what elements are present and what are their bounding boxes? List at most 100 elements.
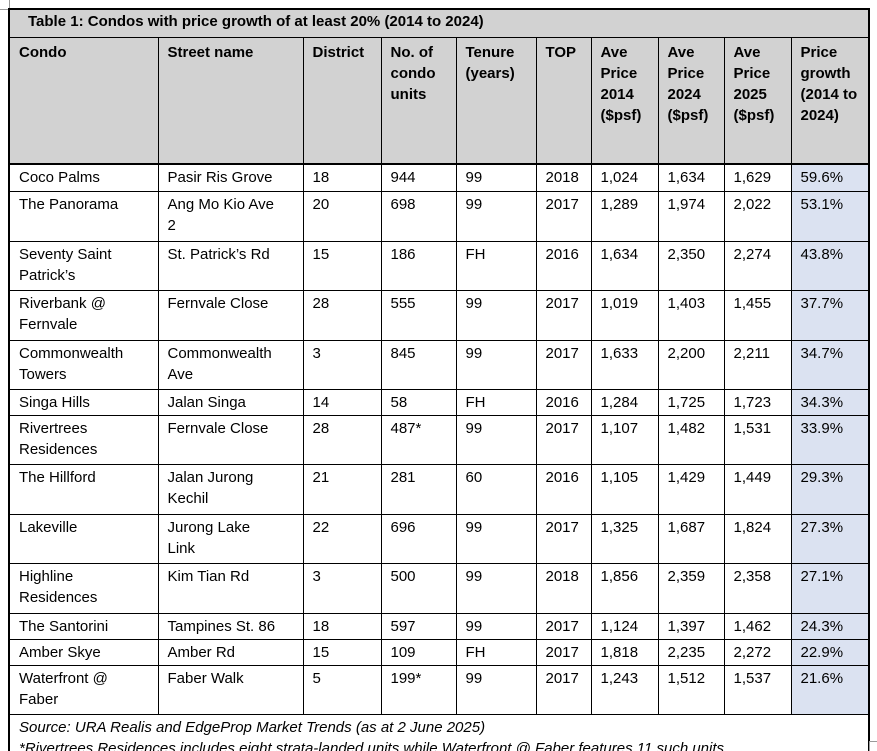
cell-growth: 27.1% xyxy=(790,562,870,614)
cell-price_2024: 1,974 xyxy=(657,190,725,242)
cell-price_2025: 1,455 xyxy=(723,289,792,341)
cell-price_2014: 1,284 xyxy=(590,388,659,416)
cell-district: 28 xyxy=(302,414,382,465)
footer-cell: Source: URA Realis and EdgeProp Market T… xyxy=(8,713,870,751)
table-title-row: Table 1: Condos with price growth of at … xyxy=(8,8,870,38)
cell-price_2014: 1,633 xyxy=(590,339,659,390)
cell-price_2025: 2,022 xyxy=(723,190,792,242)
table-footer-row: Source: URA Realis and EdgeProp Market T… xyxy=(8,713,870,751)
cell-tenure: FH xyxy=(455,240,537,291)
cell-district: 18 xyxy=(302,612,382,640)
cell-tenure: 99 xyxy=(455,190,537,242)
cell-condo: Singa Hills xyxy=(8,388,159,416)
cell-street: Commonwealth Ave xyxy=(157,339,304,390)
cell-price_2025: 1,629 xyxy=(723,163,792,192)
cell-district: 20 xyxy=(302,190,382,242)
cell-street: Tampines St. 86 xyxy=(157,612,304,640)
cell-price_2025: 2,274 xyxy=(723,240,792,291)
table-row: Singa Hills Jalan Singa 14 58 FH 2016 1,284 1,7… xyxy=(8,388,870,416)
cell-top: 2016 xyxy=(535,240,592,291)
column-header-0: Condo xyxy=(8,37,159,165)
cell-district: 3 xyxy=(302,562,382,614)
cell-tenure: 99 xyxy=(455,289,537,341)
cell-price_2014: 1,818 xyxy=(590,638,659,666)
cell-district: 15 xyxy=(302,638,382,666)
cell-units: 186 xyxy=(380,240,457,291)
cell-condo: Seventy Saint Patrick’s xyxy=(8,240,159,291)
cell-growth: 59.6% xyxy=(790,163,870,192)
cell-top: 2017 xyxy=(535,664,592,715)
cell-top: 2016 xyxy=(535,388,592,416)
cell-condo: The Hillford xyxy=(8,463,159,515)
cell-tenure: 60 xyxy=(455,463,537,515)
cell-street: St. Patrick’s Rd xyxy=(157,240,304,291)
cell-condo: Commonwealth Towers xyxy=(8,339,159,390)
cell-top: 2017 xyxy=(535,414,592,465)
cell-units: 281 xyxy=(380,463,457,515)
table-row: Coco Palms Pasir Ris Grove 18 944 99 2018 1,02… xyxy=(8,163,870,192)
column-header-8: Ave Price 2025 ($psf) xyxy=(723,37,792,165)
column-header-1: Street name xyxy=(157,37,304,165)
table-row: The Santorini Tampines St. 86 18 597 99 2017 1… xyxy=(8,612,870,640)
cell-price_2014: 1,019 xyxy=(590,289,659,341)
cell-price_2025: 2,358 xyxy=(723,562,792,614)
cell-growth: 53.1% xyxy=(790,190,870,242)
cell-street: Amber Rd xyxy=(157,638,304,666)
table-row: Rivertrees Residences Fernvale Close 28 487… xyxy=(8,414,870,465)
cell-price_2024: 1,512 xyxy=(657,664,725,715)
cell-street: Kim Tian Rd xyxy=(157,562,304,614)
table-header-row: Condo Street name District No. of condo uni… xyxy=(8,37,870,165)
cell-tenure: 99 xyxy=(455,664,537,715)
cell-price_2024: 1,429 xyxy=(657,463,725,515)
cell-condo: The Santorini xyxy=(8,612,159,640)
table-row: Waterfront @ Faber Faber Walk 5 199* 99 2017 1… xyxy=(8,664,870,715)
cell-growth: 43.8% xyxy=(790,240,870,291)
asterisk-note: *Rivertrees Residences includes eight st… xyxy=(19,739,729,751)
cell-tenure: 99 xyxy=(455,339,537,390)
table-move-handle xyxy=(0,0,10,10)
cell-condo: The Panorama xyxy=(8,190,159,242)
column-header-4: Tenure (years) xyxy=(455,37,537,165)
condo-price-table: Table 1: Condos with price growth of at … xyxy=(8,8,871,751)
cell-tenure: 99 xyxy=(455,414,537,465)
cell-units: 58 xyxy=(380,388,457,416)
cell-tenure: 99 xyxy=(455,612,537,640)
cell-price_2024: 2,235 xyxy=(657,638,725,666)
cell-condo: Coco Palms xyxy=(8,163,159,192)
table-row: Highline Residences Kim Tian Rd 3 500 99 2018… xyxy=(8,562,870,614)
cell-price_2014: 1,024 xyxy=(590,163,659,192)
cell-price_2025: 1,449 xyxy=(723,463,792,515)
table-row: The Panorama Ang Mo Kio Ave 2 20 698 99 2017 1… xyxy=(8,190,870,242)
table-row: Amber Skye Amber Rd 15 109 FH 2017 1,818 2,235 2… xyxy=(8,638,870,666)
cell-price_2024: 1,482 xyxy=(657,414,725,465)
cell-price_2025: 1,462 xyxy=(723,612,792,640)
column-header-7: Ave Price 2024 ($psf) xyxy=(657,37,725,165)
cell-growth: 33.9% xyxy=(790,414,870,465)
cell-units: 698 xyxy=(380,190,457,242)
column-header-3: No. of condo units xyxy=(380,37,457,165)
column-header-6: Ave Price 2014 ($psf) xyxy=(590,37,659,165)
cell-price_2025: 1,537 xyxy=(723,664,792,715)
cell-growth: 21.6% xyxy=(790,664,870,715)
cell-top: 2018 xyxy=(535,163,592,192)
cell-top: 2017 xyxy=(535,612,592,640)
cell-price_2014: 1,325 xyxy=(590,513,659,564)
cell-price_2025: 2,272 xyxy=(723,638,792,666)
cell-units: 487* xyxy=(380,414,457,465)
cell-district: 18 xyxy=(302,163,382,192)
cell-growth: 34.3% xyxy=(790,388,870,416)
column-header-5: TOP xyxy=(535,37,592,165)
cell-units: 199* xyxy=(380,664,457,715)
cell-tenure: 99 xyxy=(455,513,537,564)
cell-tenure: FH xyxy=(455,638,537,666)
cell-price_2024: 1,634 xyxy=(657,163,725,192)
cell-condo: Amber Skye xyxy=(8,638,159,666)
cell-district: 5 xyxy=(302,664,382,715)
cell-price_2014: 1,634 xyxy=(590,240,659,291)
cell-condo: Waterfront @ Faber xyxy=(8,664,159,715)
cell-price_2014: 1,856 xyxy=(590,562,659,614)
cell-growth: 24.3% xyxy=(790,612,870,640)
cell-district: 28 xyxy=(302,289,382,341)
column-header-2: District xyxy=(302,37,382,165)
